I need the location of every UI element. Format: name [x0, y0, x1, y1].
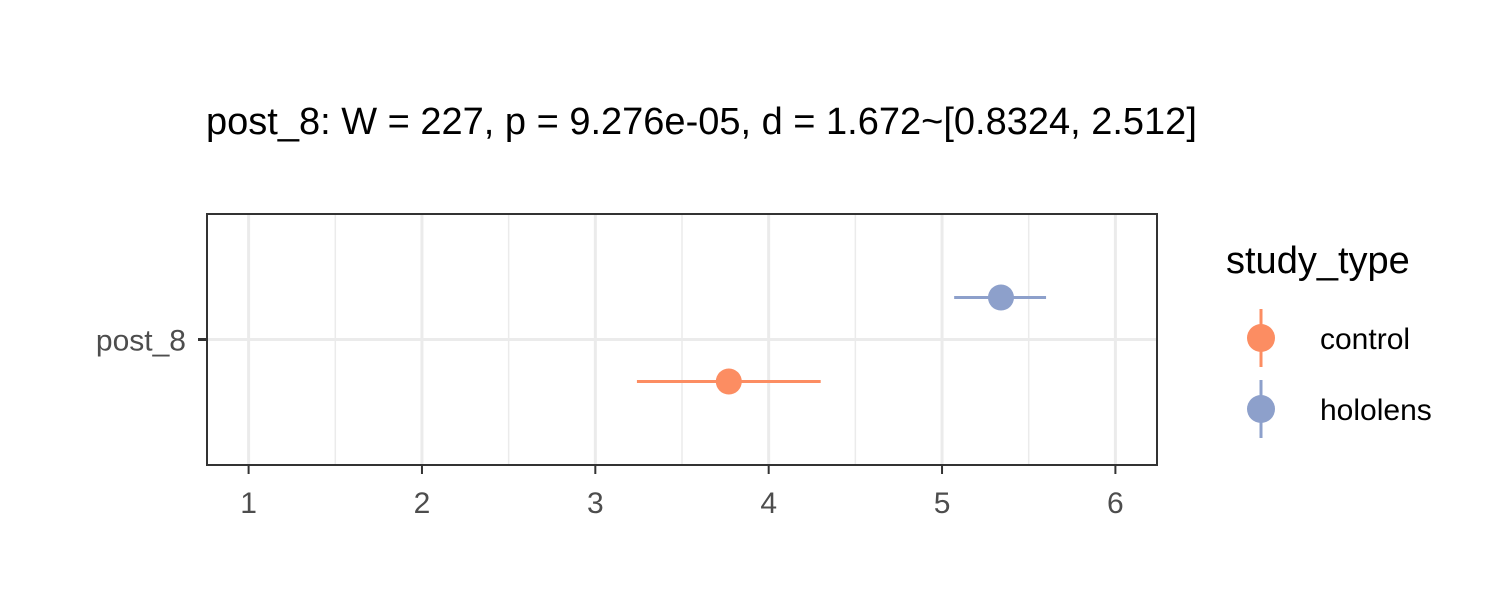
y-tick-label: post_8 — [96, 325, 186, 358]
point-hololens — [987, 284, 1014, 311]
x-tick-label: 2 — [414, 487, 431, 520]
legend-title: study_type — [1226, 240, 1410, 282]
point-control — [715, 368, 742, 395]
legend: study_type control hololens — [1226, 240, 1432, 438]
x-tick-label: 6 — [1107, 487, 1124, 520]
legend-key-point-hololens — [1247, 395, 1275, 423]
x-axis: 1 2 3 4 5 6 — [240, 465, 1124, 520]
chart-title: post_8: W = 227, p = 9.276e-05, d = 1.67… — [206, 101, 1197, 143]
legend-label-control: control — [1320, 323, 1410, 356]
x-tick-label: 3 — [587, 487, 604, 520]
y-axis: post_8 — [96, 325, 207, 358]
data-marks — [636, 284, 1047, 395]
x-tick-label: 4 — [760, 487, 777, 520]
x-tick-label: 5 — [934, 487, 951, 520]
x-tick-label: 1 — [240, 487, 257, 520]
legend-label-hololens: hololens — [1320, 394, 1432, 427]
legend-key-point-control — [1247, 324, 1275, 352]
major-gridlines — [207, 214, 1157, 465]
